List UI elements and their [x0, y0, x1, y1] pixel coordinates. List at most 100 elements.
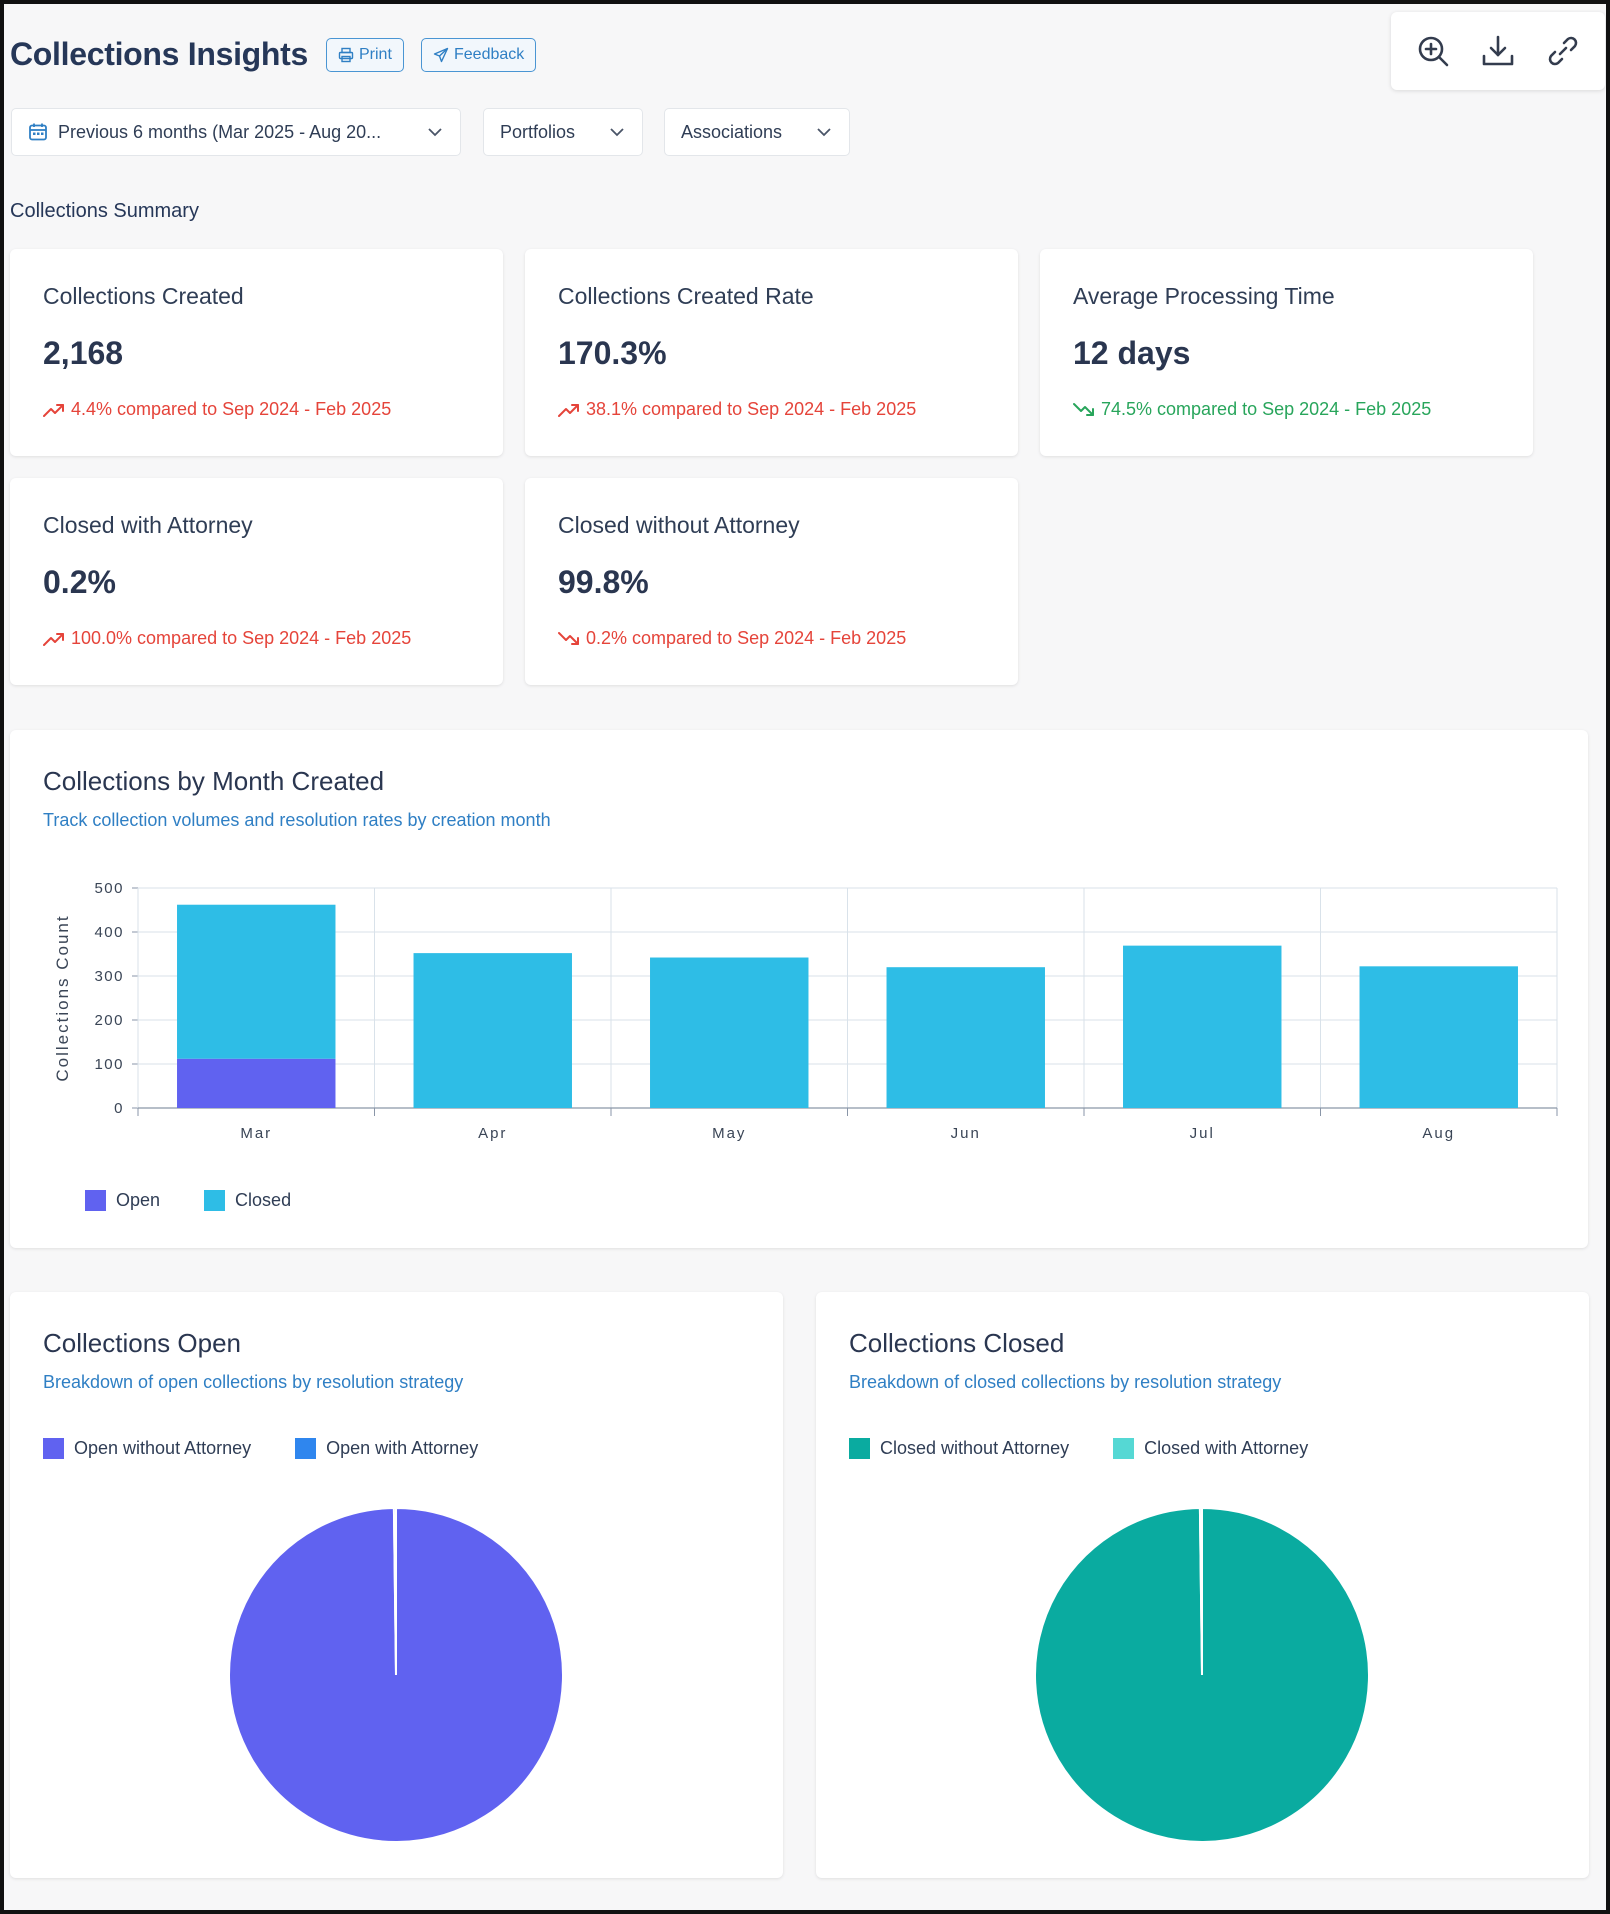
- legend-item-closed-with-attorney[interactable]: Closed with Attorney: [1113, 1438, 1308, 1459]
- y-tick-label: 300: [94, 968, 124, 985]
- page-title: Collections Insights: [10, 36, 309, 72]
- chart-card-collections-by-month: Collections by Month Created Track colle…: [10, 730, 1588, 1248]
- chart-toolbox: [1391, 12, 1605, 90]
- x-tick-label: May: [712, 1125, 746, 1142]
- trend-up-icon: [558, 403, 579, 417]
- kpi-trend: 100.0% compared to Sep 2024 - Feb 2025: [43, 628, 411, 649]
- kpi-title: Collections Created Rate: [558, 283, 814, 309]
- chevron-down-icon: [428, 128, 442, 137]
- bar-closed-apr[interactable]: [413, 953, 572, 1108]
- legend-swatch: [204, 1190, 226, 1211]
- y-tick-label: 100: [94, 1056, 124, 1073]
- bar-open-mar[interactable]: [177, 1058, 336, 1108]
- chart-subtitle: Breakdown of open collections by resolut…: [43, 1372, 464, 1392]
- download-icon: [1482, 35, 1514, 66]
- download-button[interactable]: [1478, 31, 1518, 71]
- zoom-in-icon: [1419, 36, 1449, 67]
- legend-label: Open without Attorney: [74, 1438, 252, 1458]
- y-axis-label: Collections Count: [53, 914, 72, 1081]
- pie-slice-closed-with-attorney[interactable]: [1198, 1506, 1203, 1676]
- share-link-button[interactable]: [1543, 31, 1583, 71]
- kpi-card-collections-created-rate: Collections Created Rate 170.3% 38.1% co…: [525, 249, 1018, 456]
- kpi-title: Average Processing Time: [1073, 283, 1335, 309]
- y-tick-label: 200: [94, 1012, 124, 1029]
- trend-up-icon: [43, 632, 64, 646]
- chart-card-collections-open: Collections Open Breakdown of open colle…: [10, 1292, 783, 1878]
- x-tick-label: Mar: [240, 1125, 272, 1142]
- zoom-button[interactable]: [1413, 31, 1453, 71]
- kpi-title: Closed with Attorney: [43, 512, 253, 538]
- printer-icon: [338, 47, 354, 63]
- print-label: Print: [359, 46, 392, 63]
- kpi-trend: 74.5% compared to Sep 2024 - Feb 2025: [1073, 399, 1431, 420]
- bar-chart: 0 100 200 300 400 500 Mar Apr May Jun Jul Aug Collec…: [53, 880, 1558, 1142]
- legend-item-open-with-attorney[interactable]: Open with Attorney: [295, 1438, 478, 1459]
- legend-item-open-without-attorney[interactable]: Open without Attorney: [43, 1438, 251, 1459]
- pie-slice-open-with-attorney[interactable]: [392, 1506, 397, 1676]
- x-tick-label: Jul: [1190, 1125, 1215, 1142]
- trend-down-icon: [1073, 402, 1094, 416]
- chart-card-collections-closed: Collections Closed Breakdown of closed c…: [816, 1292, 1589, 1878]
- kpi-trend: 4.4% compared to Sep 2024 - Feb 2025: [43, 399, 391, 420]
- bar-closed-mar[interactable]: [177, 904, 336, 1059]
- kpi-value: 0.2%: [43, 564, 116, 600]
- bar-closed-jul[interactable]: [1123, 945, 1282, 1108]
- kpi-value: 12 days: [1073, 335, 1191, 371]
- legend-item-closed[interactable]: Closed: [204, 1190, 291, 1211]
- y-tick-label: 400: [94, 924, 124, 941]
- legend-item-open[interactable]: Open: [85, 1190, 160, 1211]
- feedback-button[interactable]: Feedback: [421, 38, 537, 72]
- trend-down-icon: [558, 631, 579, 645]
- chevron-down-icon: [817, 128, 831, 137]
- kpi-value: 170.3%: [558, 335, 667, 371]
- chevron-down-icon: [610, 128, 624, 137]
- portfolios-label: Portfolios: [500, 121, 576, 142]
- kpi-value: 99.8%: [558, 564, 649, 600]
- pie-legend: Open without Attorney Open with Attorney: [43, 1438, 478, 1459]
- summary-section-label: Collections Summary: [10, 200, 199, 222]
- kpi-trend: 38.1% compared to Sep 2024 - Feb 2025: [558, 399, 916, 420]
- legend-label: Open with Attorney: [326, 1438, 479, 1458]
- date-range-value: Previous 6 months (Mar 2025 - Aug 20...: [58, 121, 382, 142]
- legend-swatch: [1113, 1438, 1135, 1459]
- bar-closed-jun[interactable]: [886, 967, 1045, 1108]
- calendar-icon: [29, 123, 47, 141]
- print-button[interactable]: Print: [326, 38, 404, 72]
- kpi-card-average-processing-time: Average Processing Time 12 days 74.5% co…: [1040, 249, 1533, 456]
- chart-subtitle: Track collection volumes and resolution …: [43, 810, 551, 830]
- link-icon: [1548, 36, 1577, 66]
- kpi-value: 2,168: [43, 335, 124, 371]
- legend-label: Open: [116, 1190, 161, 1210]
- pie-legend: Closed without Attorney Closed with Atto…: [849, 1438, 1308, 1459]
- feedback-label: Feedback: [454, 46, 525, 63]
- bar-closed-may[interactable]: [650, 957, 809, 1108]
- legend-swatch: [295, 1438, 317, 1459]
- associations-filter[interactable]: Associations: [664, 108, 850, 156]
- legend-swatch: [849, 1438, 870, 1459]
- legend-swatch: [43, 1438, 64, 1459]
- kpi-card-closed-without-attorney: Closed without Attorney 99.8% 0.2% compa…: [525, 478, 1018, 685]
- kpi-title: Closed without Attorney: [558, 512, 800, 538]
- portfolios-filter[interactable]: Portfolios: [483, 108, 643, 156]
- legend-item-closed-without-attorney[interactable]: Closed without Attorney: [849, 1438, 1069, 1459]
- y-tick-label: 500: [94, 880, 124, 897]
- pie-chart-closed: [1034, 1506, 1370, 1843]
- bar-chart-legend: Open Closed: [85, 1190, 291, 1211]
- legend-label: Closed with Attorney: [1144, 1438, 1309, 1458]
- legend-label: Closed: [235, 1190, 292, 1210]
- x-tick-label: Jun: [951, 1125, 981, 1142]
- kpi-card-collections-created: Collections Created 2,168 4.4% compared …: [10, 249, 503, 456]
- associations-label: Associations: [681, 121, 783, 142]
- kpi-title: Collections Created: [43, 283, 244, 309]
- chart-title: Collections by Month Created: [43, 766, 385, 796]
- pie-chart-open: [228, 1506, 564, 1843]
- date-range-filter[interactable]: Previous 6 months (Mar 2025 - Aug 20...: [11, 108, 461, 156]
- chart-title: Collections Closed: [849, 1328, 1065, 1358]
- x-tick-label: Aug: [1422, 1125, 1455, 1142]
- chart-subtitle: Breakdown of closed collections by resol…: [849, 1372, 1282, 1392]
- kpi-trend: 0.2% compared to Sep 2024 - Feb 2025: [558, 628, 906, 649]
- legend-swatch: [85, 1190, 106, 1211]
- bar-closed-aug[interactable]: [1359, 966, 1518, 1108]
- y-tick-label: 0: [114, 1100, 124, 1117]
- legend-label: Closed without Attorney: [880, 1438, 1070, 1458]
